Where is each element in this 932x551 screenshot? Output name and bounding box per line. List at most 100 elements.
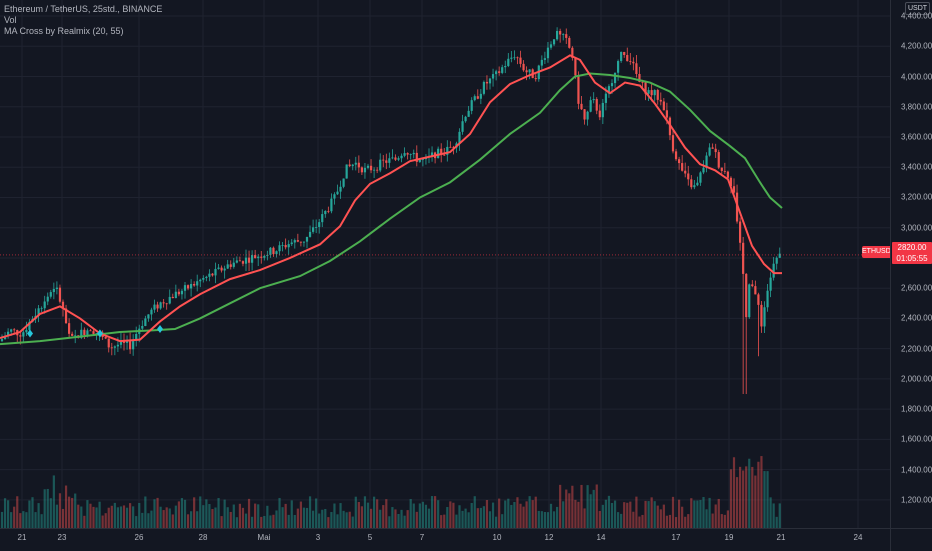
candle [693, 185, 696, 188]
candle [681, 163, 684, 171]
volume-bar [0, 511, 4, 528]
volume-bar [638, 516, 641, 528]
volume-bar [662, 504, 665, 528]
volume-bar [86, 500, 89, 528]
volume-bar [244, 513, 248, 528]
volume-bar [540, 511, 543, 528]
volume-bar [488, 511, 492, 528]
candle [369, 165, 373, 171]
x-tick-label: 10 [492, 533, 502, 542]
candle [357, 162, 360, 168]
candle [580, 103, 583, 110]
volume-bar [449, 501, 452, 528]
candle [507, 58, 510, 67]
candle [769, 277, 772, 291]
volume-bar [196, 511, 199, 528]
candle [604, 93, 607, 103]
volume-bar [595, 484, 598, 528]
volume-bar [546, 512, 550, 528]
candle [86, 330, 89, 335]
candle [546, 47, 550, 59]
chart-area[interactable]: Ethereum / TetherUS, 25std., BINANCE Vol… [0, 0, 890, 528]
volume-bar [412, 503, 415, 528]
volume-bar [305, 507, 309, 528]
candle [68, 323, 71, 334]
candle [19, 335, 22, 337]
candle [671, 135, 675, 152]
volume-bar [171, 514, 174, 528]
volume-bar [778, 503, 781, 528]
candle [687, 173, 690, 180]
volume-bar [302, 507, 306, 528]
candle [144, 318, 147, 326]
candle [165, 303, 168, 305]
candle [315, 227, 318, 228]
volume-bar [144, 496, 147, 528]
candle [586, 111, 589, 120]
volume-bar [470, 502, 473, 528]
candlestick-chart[interactable] [0, 0, 890, 528]
candle [388, 158, 391, 163]
volume-bar [68, 496, 71, 528]
candle [598, 110, 601, 118]
candle [324, 210, 327, 215]
volume-bar [284, 503, 287, 528]
x-tick-label: 21 [17, 533, 27, 542]
candle [498, 71, 501, 73]
volume-bar [260, 516, 263, 528]
candle [58, 287, 62, 302]
volume-bar [339, 503, 342, 528]
candle [10, 329, 13, 332]
candle [348, 164, 351, 167]
volume-bar [665, 515, 668, 528]
currency-label[interactable]: USDT [905, 2, 931, 15]
candle [714, 148, 717, 153]
volume-bar [620, 513, 623, 528]
volume-bar [549, 503, 553, 528]
candle [379, 159, 382, 171]
candle [501, 67, 504, 73]
candle [519, 57, 522, 64]
time-axis[interactable]: 21 23 26 28 Mai 3 5 7 10 12 14 17 19 21 24 [0, 528, 890, 551]
candle [333, 194, 336, 199]
candle [177, 291, 180, 295]
candle [132, 340, 135, 350]
candle [528, 69, 531, 73]
candle [238, 260, 241, 262]
volume-bar [351, 516, 354, 528]
ma-cross-marker [27, 329, 33, 338]
candle [674, 151, 678, 160]
candle [49, 292, 52, 297]
candle [406, 153, 409, 155]
candle [479, 93, 482, 99]
candle [7, 331, 10, 337]
price-axis[interactable]: USDT 1,200.00 1,400.00 1,600.00 1,800.00 2,0… [890, 0, 932, 528]
volume-bar [394, 509, 397, 528]
candle [205, 276, 208, 278]
volume-bar [101, 515, 104, 528]
candle [690, 179, 693, 188]
candle [574, 57, 577, 76]
candle [647, 90, 650, 94]
volume-bar [702, 497, 705, 528]
volume-bar [3, 498, 7, 528]
candle [183, 285, 187, 291]
candle [684, 170, 687, 174]
volume-bar [501, 514, 504, 528]
candle [452, 146, 455, 148]
candle [159, 302, 162, 309]
volume-bar [129, 503, 132, 528]
candle [156, 304, 159, 309]
candle [186, 285, 190, 289]
candle [281, 245, 284, 246]
volume-bar [482, 506, 485, 528]
candle [513, 57, 516, 59]
volume-bar [690, 498, 693, 528]
volume-bar [641, 514, 644, 528]
candle [705, 155, 708, 168]
volume-bar [150, 510, 153, 528]
volume-bar [223, 499, 226, 528]
candle [302, 241, 306, 243]
volume-bar [568, 493, 571, 528]
candle [272, 247, 275, 255]
